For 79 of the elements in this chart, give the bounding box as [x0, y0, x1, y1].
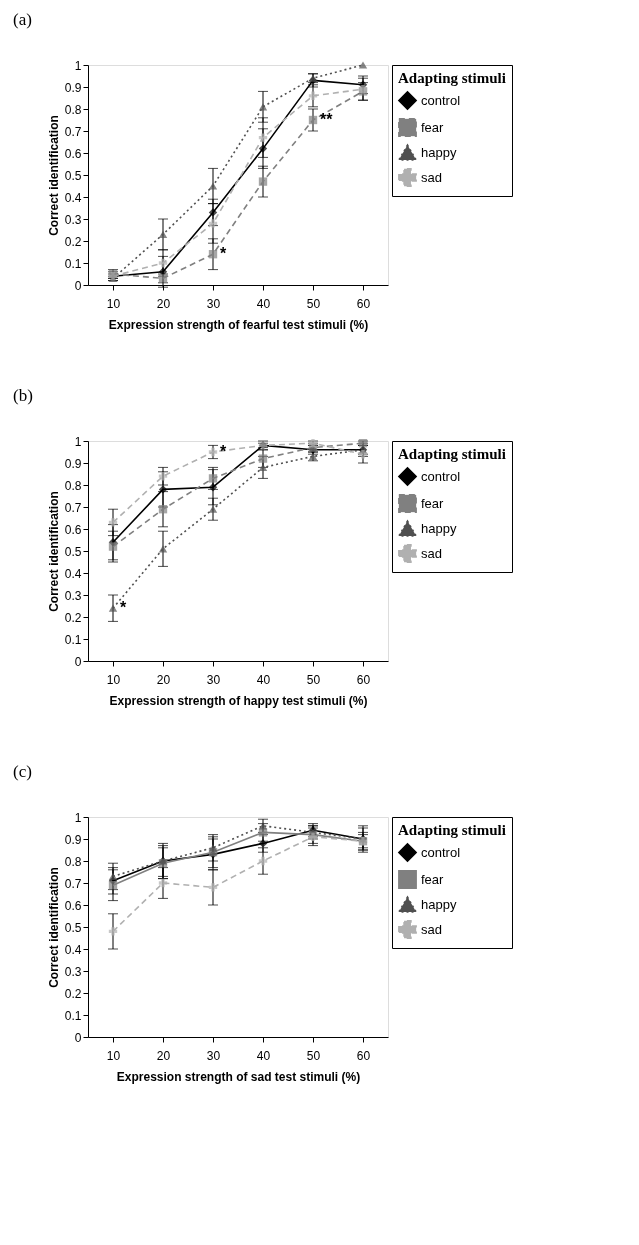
legend-label: control	[421, 468, 461, 484]
legend-label: happy	[421, 144, 457, 160]
y-tick-label: 0.6	[64, 522, 82, 537]
y-tick-label: 0.9	[64, 80, 82, 95]
y-tick-label: 0.2	[64, 610, 82, 625]
legend-title: Adapting stimuli	[398, 70, 506, 86]
y-tick-label: 0.1	[64, 632, 82, 647]
legend-label: control	[421, 844, 461, 860]
y-tick-label: 1	[74, 810, 82, 825]
legend-label: sad	[421, 921, 442, 937]
y-tick-label: 0.7	[64, 124, 82, 139]
x-tick-label: 60	[356, 1048, 371, 1063]
x-tick-label: 30	[206, 296, 221, 311]
chart-title: (c)	[13, 762, 32, 781]
y-tick-label: 0.2	[64, 234, 82, 249]
y-tick-label: 0.6	[64, 146, 82, 161]
x-tick-label: 50	[306, 296, 321, 311]
x-tick-label: 40	[256, 296, 271, 311]
annotation: *	[220, 443, 227, 460]
y-tick-label: 0.9	[64, 832, 82, 847]
chart-title: (a)	[13, 10, 32, 29]
y-tick-label: 0.4	[64, 566, 82, 581]
x-axis-title: Expression strength of sad test stimuli (%)	[116, 1069, 361, 1084]
y-tick-label: 0.2	[64, 986, 82, 1001]
y-tick-label: 0.1	[64, 256, 82, 271]
x-axis-title: Expression strength of fearful test stimuli (%)	[108, 317, 369, 332]
y-axis-title: Correct identification	[46, 491, 61, 612]
y-tick-label: 0.7	[64, 876, 82, 891]
x-tick-label: 40	[256, 672, 271, 687]
y-tick-label: 0.3	[64, 588, 82, 603]
annotation: *	[220, 245, 227, 263]
legend-label: happy	[421, 896, 457, 912]
legend-label: fear	[421, 119, 445, 135]
y-tick-label: 0.3	[64, 212, 82, 227]
y-tick-label: 0.1	[64, 1008, 82, 1023]
x-tick-label: 60	[356, 672, 371, 687]
y-tick-label: 0.5	[64, 544, 82, 559]
y-tick-label: 0.9	[64, 456, 82, 471]
x-tick-label: 10	[106, 1048, 121, 1063]
y-tick-label: 0.5	[64, 168, 82, 183]
y-tick-label: 1	[74, 58, 82, 73]
y-tick-label: 0.8	[64, 102, 82, 117]
x-tick-label: 10	[106, 296, 121, 311]
x-tick-label: 20	[156, 1048, 171, 1063]
y-tick-label: 0.5	[64, 920, 82, 935]
legend-label: fear	[421, 495, 445, 511]
legend-label: happy	[421, 520, 457, 536]
x-tick-label: 30	[206, 1048, 221, 1063]
y-tick-label: 0.6	[64, 898, 82, 913]
x-tick-label: 20	[156, 296, 171, 311]
x-tick-label: 20	[156, 672, 171, 687]
legend-label: sad	[421, 169, 442, 185]
x-axis-title: Expression strength of happy test stimuli (%)	[109, 693, 368, 708]
y-tick-label: 0.7	[64, 500, 82, 515]
x-tick-label: 30	[206, 672, 221, 687]
y-tick-label: 0.8	[64, 854, 82, 869]
x-tick-label: 50	[306, 672, 321, 687]
y-tick-label: 0	[74, 654, 82, 669]
chart-title: (b)	[13, 386, 33, 405]
x-tick-label: 40	[256, 1048, 271, 1063]
x-tick-label: 50	[306, 1048, 321, 1063]
y-tick-label: 0	[74, 1030, 82, 1045]
legend-label: fear	[421, 871, 445, 887]
x-tick-label: 10	[106, 672, 121, 687]
y-tick-label: 0.4	[64, 190, 82, 205]
y-axis-title: Correct identification	[46, 115, 61, 236]
y-tick-label: 0	[74, 278, 82, 293]
x-tick-label: 60	[356, 296, 371, 311]
annotation: *	[120, 599, 127, 617]
y-axis-title: Correct identification	[46, 867, 61, 988]
annotation: **	[320, 111, 334, 128]
legend-label: control	[421, 92, 461, 108]
y-tick-label: 0.4	[64, 942, 82, 957]
y-tick-label: 0.3	[64, 964, 82, 979]
y-tick-label: 0.8	[64, 478, 82, 493]
legend-label: sad	[421, 545, 442, 561]
legend-title: Adapting stimuli	[398, 446, 506, 462]
legend-title: Adapting stimuli	[398, 822, 506, 838]
y-tick-label: 1	[74, 434, 82, 449]
